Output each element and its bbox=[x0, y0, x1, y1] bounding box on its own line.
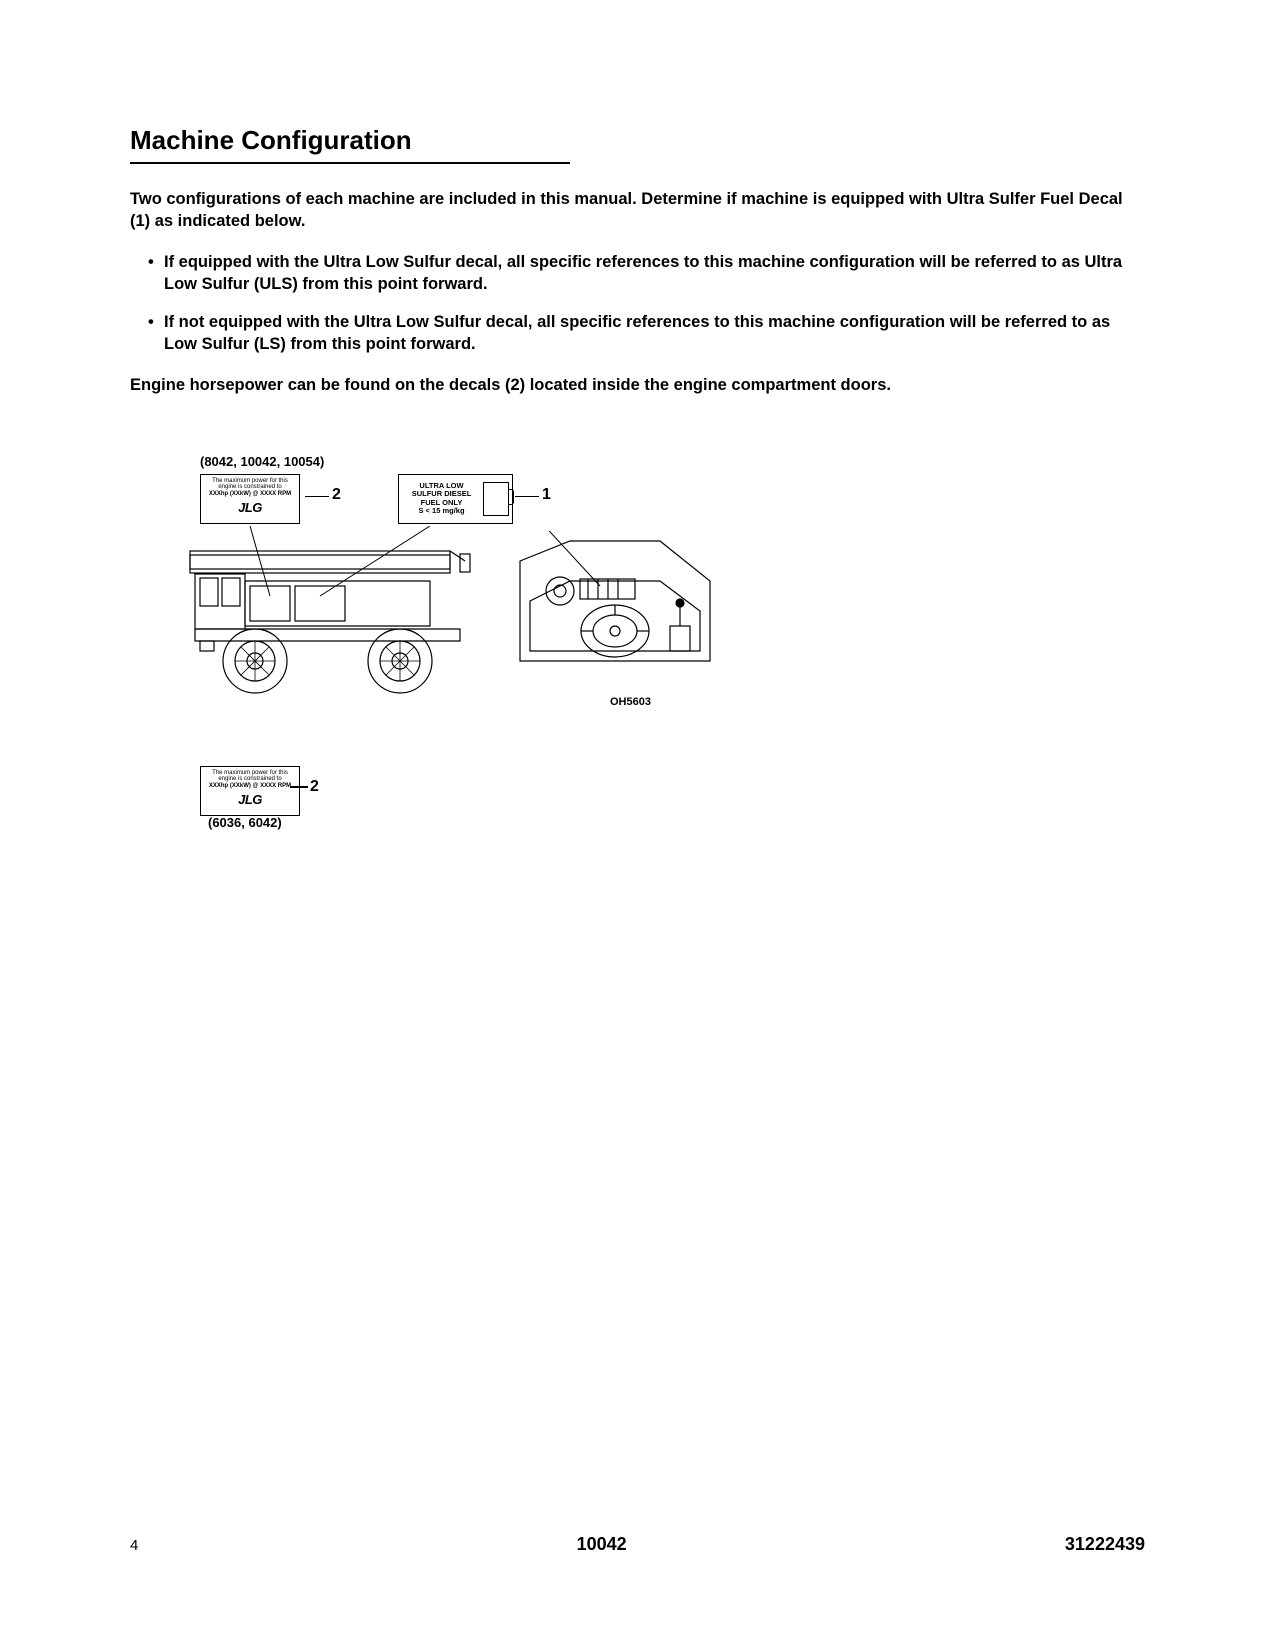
power-decal-top: The maximum power for this engine is con… bbox=[200, 474, 300, 524]
callout-2-top: 2 bbox=[332, 486, 341, 504]
callout-2-bottom: 2 bbox=[310, 778, 319, 796]
intro-paragraph: Two configurations of each machine are i… bbox=[130, 188, 1145, 233]
jlg-logo: JLG bbox=[205, 501, 295, 515]
power-decal-bottom: The maximum power for this engine is con… bbox=[200, 766, 300, 816]
leader-line bbox=[305, 496, 329, 498]
leader-line bbox=[290, 786, 308, 788]
bullet-item: If equipped with the Ultra Low Sulfur de… bbox=[148, 251, 1145, 296]
diagram: (8042, 10042, 10054) The maximum power f… bbox=[180, 456, 1080, 816]
leader-line bbox=[515, 496, 539, 498]
section-title: Machine Configuration bbox=[130, 125, 570, 164]
model-label-bottom: (6036, 6042) bbox=[208, 815, 282, 830]
model-label-top: (8042, 10042, 10054) bbox=[200, 454, 324, 469]
callout-1: 1 bbox=[542, 486, 551, 504]
cab-interior-drawing bbox=[510, 531, 720, 681]
bullet-item: If not equipped with the Ultra Low Sulfu… bbox=[148, 311, 1145, 356]
footer-doc-number: 31222439 bbox=[1065, 1534, 1145, 1555]
figure-reference: OH5603 bbox=[610, 696, 651, 708]
closing-paragraph: Engine horsepower can be found on the de… bbox=[130, 374, 1145, 396]
page-footer: 4 10042 31222439 bbox=[0, 1534, 1275, 1555]
telehandler-drawing bbox=[170, 526, 490, 706]
jlg-logo: JLG bbox=[205, 793, 295, 807]
fuel-pump-icon bbox=[483, 482, 509, 516]
footer-model: 10042 bbox=[577, 1534, 627, 1555]
page-number: 4 bbox=[130, 1537, 138, 1554]
uls-decal: ULTRA LOW SULFUR DIESEL FUEL ONLY S < 15… bbox=[398, 474, 513, 524]
bullet-list: If equipped with the Ultra Low Sulfur de… bbox=[148, 251, 1145, 356]
